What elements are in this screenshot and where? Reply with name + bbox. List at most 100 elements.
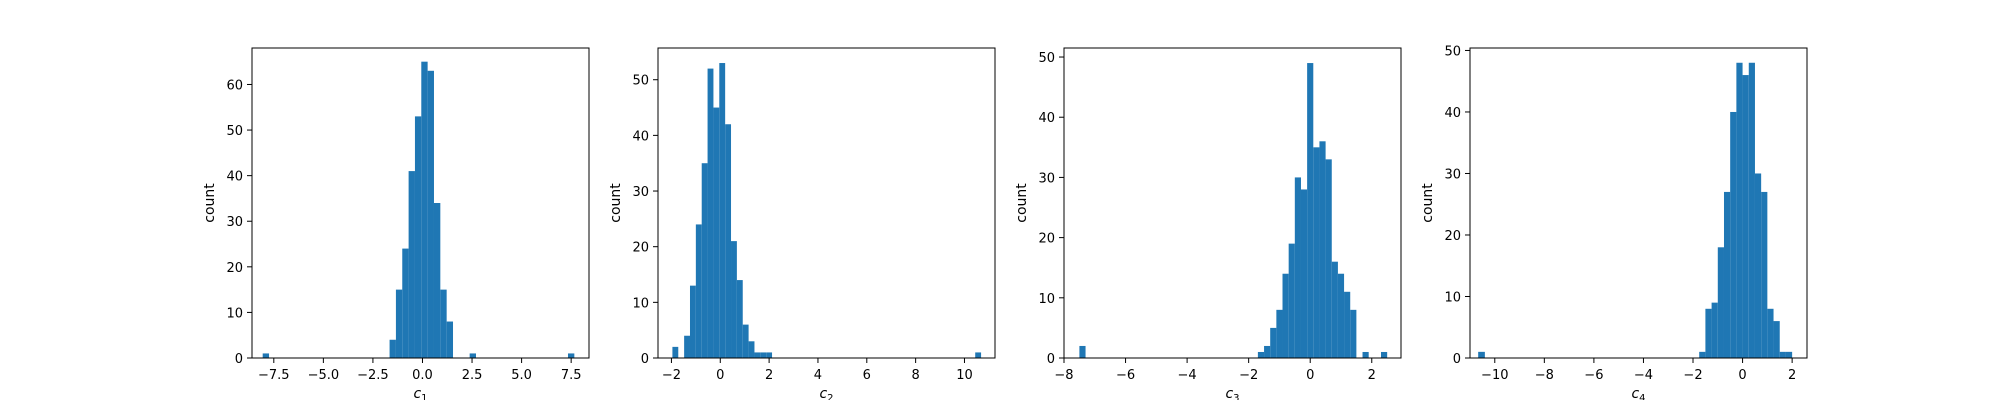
x-tick-label: −5.0 bbox=[308, 368, 340, 383]
x-tick-label: 4 bbox=[814, 368, 822, 383]
histogram-bar bbox=[701, 163, 708, 358]
x-tick-label: −10 bbox=[1481, 368, 1508, 383]
plot-frame bbox=[657, 47, 996, 359]
x-tick-label: 7.5 bbox=[561, 368, 582, 383]
y-tick-label: 10 bbox=[226, 306, 243, 321]
histogram-bar bbox=[1711, 302, 1718, 358]
y-tick-label: 40 bbox=[632, 129, 649, 144]
histogram-bar bbox=[1307, 63, 1314, 359]
y-tick-label: 20 bbox=[1444, 229, 1461, 244]
histogram-bar bbox=[402, 248, 409, 358]
x-tick-label: 2 bbox=[765, 368, 773, 383]
y-tick-label: 20 bbox=[226, 261, 243, 276]
y-tick-label: 0 bbox=[641, 352, 649, 367]
histogram-bar bbox=[567, 353, 575, 358]
x-tick-label: 2 bbox=[1788, 368, 1796, 383]
y-tick-label: 30 bbox=[632, 185, 649, 200]
x-tick-label: −7.5 bbox=[258, 368, 290, 383]
histogram-bars bbox=[1478, 62, 1793, 358]
y-tick-label: 20 bbox=[1038, 232, 1055, 247]
y-tick-label: 10 bbox=[632, 296, 649, 311]
histogram-bar bbox=[1300, 189, 1308, 358]
y-tick-label: 50 bbox=[226, 124, 243, 139]
histogram-bar bbox=[421, 61, 428, 359]
histogram-bar bbox=[1344, 291, 1351, 358]
histogram-bar bbox=[433, 203, 441, 358]
histogram-bar bbox=[1699, 351, 1706, 358]
histogram-bar bbox=[1294, 177, 1301, 358]
histogram-bar bbox=[1742, 75, 1749, 358]
histogram-bar bbox=[1478, 351, 1485, 358]
x-tick-label: −2 bbox=[662, 368, 681, 383]
histogram-bar bbox=[414, 116, 422, 358]
x-tick-label: −4 bbox=[1634, 368, 1653, 383]
histogram-bar bbox=[736, 280, 743, 358]
histogram-bar bbox=[1288, 243, 1295, 358]
y-tick-label: 40 bbox=[1444, 106, 1461, 121]
histogram-bars bbox=[672, 63, 982, 358]
histogram-bar bbox=[389, 339, 396, 358]
x-tick-label: −4 bbox=[1178, 368, 1197, 383]
x-tick-label: 0 bbox=[1738, 368, 1746, 383]
y-tick-label: 20 bbox=[632, 241, 649, 256]
histogram-bar bbox=[672, 346, 679, 358]
x-tick-label: 10 bbox=[956, 368, 973, 383]
histogram-bar bbox=[1313, 147, 1320, 358]
plot-frame bbox=[1063, 47, 1402, 359]
y-tick-label: 50 bbox=[1038, 51, 1055, 66]
x-tick-label: −2 bbox=[1683, 368, 1702, 383]
plot-frame bbox=[1469, 47, 1808, 359]
histogram-bar bbox=[1761, 191, 1768, 358]
y-axis-label: count bbox=[608, 183, 624, 223]
histogram-bar bbox=[754, 352, 761, 358]
histogram-bar bbox=[684, 335, 690, 358]
x-tick-label: −2 bbox=[1239, 368, 1258, 383]
y-axis-label: count bbox=[1014, 183, 1030, 223]
histogram-bar bbox=[1350, 309, 1357, 358]
y-tick-label: 50 bbox=[1444, 44, 1461, 59]
plot-frame bbox=[251, 47, 590, 359]
histogram-bar bbox=[395, 289, 403, 358]
x-tick-label: 6 bbox=[863, 368, 871, 383]
histogram-bar bbox=[1754, 173, 1762, 358]
y-tick-label: 30 bbox=[226, 215, 243, 230]
histogram-bar bbox=[1773, 321, 1780, 358]
histogram-bar bbox=[446, 321, 454, 358]
histogram-bar bbox=[1270, 327, 1277, 358]
histogram-bar bbox=[707, 68, 714, 358]
y-tick-label: 10 bbox=[1038, 292, 1055, 307]
y-axis-label: count bbox=[202, 183, 218, 223]
histogram-bar bbox=[440, 289, 447, 358]
histogram-bar bbox=[731, 241, 737, 358]
x-tick-label: 0.0 bbox=[412, 368, 433, 383]
x-tick-label: 0 bbox=[1306, 368, 1314, 383]
histogram-bar bbox=[1748, 62, 1755, 358]
y-axis-label: count bbox=[1420, 183, 1436, 223]
histogram-bar bbox=[1276, 309, 1283, 358]
y-tick-label: 0 bbox=[1453, 352, 1461, 367]
x-axis-label: c3 bbox=[1225, 386, 1239, 400]
histogram-bar bbox=[695, 224, 702, 358]
x-tick-label: −6 bbox=[1116, 368, 1135, 383]
y-tick-label: 40 bbox=[1038, 111, 1055, 126]
x-tick-label: −6 bbox=[1584, 368, 1603, 383]
histogram-bar bbox=[1331, 261, 1338, 358]
x-tick-label: −8 bbox=[1535, 368, 1554, 383]
histogram-bar bbox=[1730, 111, 1737, 358]
histogram-bars bbox=[1079, 63, 1388, 359]
histogram-bar bbox=[725, 124, 732, 358]
y-tick-label: 40 bbox=[226, 170, 243, 185]
histogram-panel-c1: −7.5 −5.0 −2.5 0.0 2.5 5.0 7.5 0 10 20 30 40 50 60 c1 c… bbox=[202, 47, 590, 400]
histogram-bar bbox=[1319, 141, 1326, 358]
y-tick-label: 0 bbox=[1047, 352, 1055, 367]
histogram-bar bbox=[1257, 351, 1265, 358]
y-tick-label: 30 bbox=[1444, 167, 1461, 182]
x-tick-label: 0 bbox=[716, 368, 724, 383]
x-tick-label: 5.0 bbox=[511, 368, 532, 383]
histogram-bar bbox=[760, 352, 767, 358]
histogram-bar bbox=[1767, 308, 1774, 358]
histogram-bar bbox=[689, 285, 696, 358]
y-tick-label: 50 bbox=[632, 74, 649, 89]
histogram-panel-c2: −2 0 2 4 6 8 10 0 10 20 30 40 50 c2 count bbox=[608, 47, 996, 400]
